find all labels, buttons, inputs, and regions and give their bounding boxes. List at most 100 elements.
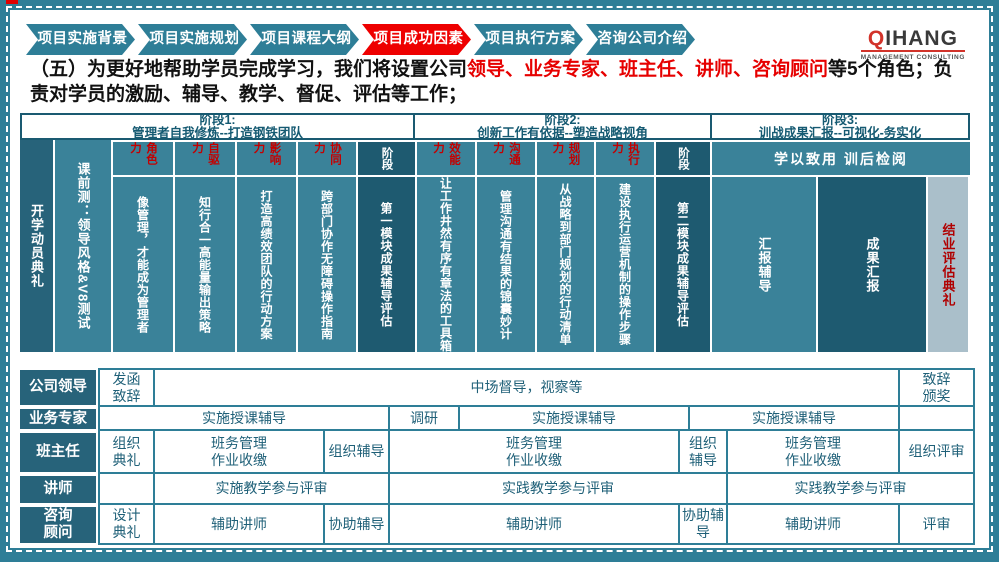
- corner-red-accent: [6, 0, 18, 4]
- skill-column-description: 让工作井然有序有章法的工具箱: [438, 177, 453, 352]
- nav-tab-project-background[interactable]: 项目实施背景: [26, 24, 135, 55]
- logo-letter-q: Q: [867, 27, 886, 50]
- skill-column-description: 从战略到部门规划的行动清单: [558, 183, 572, 346]
- schedule-cell: 实践教学参与评审: [388, 472, 728, 505]
- skill-column-body: 跨部门协作无障碍操作指南: [298, 177, 356, 352]
- nav-tab-success-factors-active[interactable]: 项目成功因素: [362, 24, 471, 55]
- stage-header-line2: 管理者自我修炼--打造钢铁团队: [132, 125, 303, 140]
- schedule-cell: 协助辅导: [323, 503, 390, 545]
- schedule-cell: [98, 472, 155, 505]
- schedule-cell: [898, 405, 975, 431]
- schedule-cell: 致辞 颁奖: [898, 368, 975, 407]
- skill-column-body: 从战略到部门规划的行动清单: [537, 177, 594, 352]
- skill-column-header: 效能力: [417, 142, 475, 175]
- stage3-column: 汇报辅导: [712, 177, 816, 352]
- bottom-teal-band: [0, 550, 999, 562]
- skill-column-title: 沟通力: [492, 142, 520, 165]
- intro-paragraph: （五）为更好地帮助学员完成学习，我们将设置公司领导、业务专家、班主任、讲师、咨询…: [30, 57, 970, 107]
- skill-column-header: 沟通力: [477, 142, 535, 175]
- roles-schedule-table: 公司领导 发函 致辞 中场督导，视察等 致辞 颁奖 业务专家 实施授课辅导 调研 实施授课辅导…: [20, 368, 977, 547]
- stage-header-line2: 创新工作有依据--塑造战略视角: [477, 125, 648, 140]
- schedule-cell: 组织 典礼: [98, 429, 155, 474]
- stage-review-column-body: 第二模块成果辅导评估: [656, 177, 710, 352]
- skill-column-description: 跨部门协作无障碍操作指南: [319, 189, 334, 340]
- stage-header-line1: 阶段2:: [544, 112, 581, 127]
- schedule-cell: 班务管理 作业收缴: [153, 429, 325, 474]
- program-stages-table: 阶段1: 管理者自我修炼--打造钢铁团队 阶段2: 创新工作有依据--塑造战略视角 阶段…: [20, 113, 975, 352]
- side-column-label: 课前测：领导风格&V8测试: [75, 161, 91, 331]
- schedule-cell: 发函 致辞: [98, 368, 155, 407]
- skill-column-body: 像管理，才能成为管理者: [113, 177, 173, 352]
- schedule-cell: 调研: [388, 405, 460, 431]
- stage-header-line1: 阶段1:: [199, 112, 236, 127]
- stage-header-line1: 阶段3:: [821, 112, 859, 127]
- stage-review-column-header: 阶段: [358, 142, 415, 175]
- nav-tab-company-intro[interactable]: 咨询公司介绍: [586, 24, 695, 55]
- skill-column-body: 让工作井然有序有章法的工具箱: [417, 177, 475, 352]
- stage-header: 阶段1: 管理者自我修炼--打造钢铁团队: [20, 113, 415, 140]
- skill-column-header: 自驱力: [175, 142, 235, 175]
- stage3-column: 结业评估典礼: [928, 177, 968, 352]
- skill-column-description: 管理沟通有结果的锦囊妙计: [498, 189, 513, 340]
- stage-review-column-header: 阶段: [656, 142, 710, 175]
- skill-column-header: 角色力: [113, 142, 173, 175]
- logo-wordmark: QIHANG: [861, 28, 965, 49]
- schedule-cell: 实践教学参与评审: [726, 472, 975, 505]
- company-logo: QIHANG MANAGEMENT CONSULTING: [860, 28, 965, 61]
- schedule-cell: 组织 辅导: [678, 429, 728, 474]
- logo-subtitle: MANAGEMENT CONSULTING: [860, 54, 965, 61]
- intro-suffix: 等5个角色；负责对学员的激励、辅导、教学、督促、评估等工作；: [30, 59, 953, 105]
- schedule-cell: 评审: [898, 503, 975, 545]
- skill-column-header: 规划力: [537, 142, 594, 175]
- schedule-cell: 班务管理 作业收缴: [388, 429, 680, 474]
- nav-tab-course-outline[interactable]: 项目课程大纲: [250, 24, 359, 55]
- top-navigation: 项目实施背景 项目实施规划 项目课程大纲 项目成功因素 项目执行方案 咨询公司介…: [26, 24, 695, 55]
- skill-column-body: 管理沟通有结果的锦囊妙计: [477, 177, 535, 352]
- role-label: 业务专家: [20, 409, 96, 429]
- intro-prefix: （五）为更好地帮助学员完成学习，我们将设置公司: [30, 59, 468, 80]
- schedule-cell: 组织辅导: [323, 429, 390, 474]
- skill-column-description: 像管理，才能成为管理者: [135, 195, 150, 334]
- skill-column-title: 协同力: [313, 142, 341, 165]
- schedule-cell: 实施授课辅导: [458, 405, 690, 431]
- stage3-column: 成果汇报: [818, 177, 926, 352]
- schedule-cell: 辅助讲师: [726, 503, 900, 545]
- skill-column-body: 打造高绩效团队的行动方案: [237, 177, 296, 352]
- schedule-cell: 实施教学参与评审: [153, 472, 390, 505]
- skill-column-title: 自驱力: [191, 142, 219, 165]
- stage3-banner: 学以致用 训后检阅: [712, 142, 970, 175]
- side-column: 课前测：领导风格&V8测试: [55, 140, 111, 352]
- role-label: 咨询 顾问: [20, 507, 96, 543]
- stage3-column-label: 汇报辅导: [756, 236, 772, 293]
- stage3-column-label: 成果汇报: [864, 236, 880, 293]
- skill-column-title: 执行力: [611, 142, 639, 165]
- stage-header-line2: 训战成果汇报--可视化-务实化: [758, 125, 922, 140]
- logo-letters-rest: IHANG: [885, 27, 958, 50]
- schedule-cell: 班务管理 作业收缴: [726, 429, 900, 474]
- nav-tab-project-planning[interactable]: 项目实施规划: [138, 24, 247, 55]
- skill-column-title: 角色力: [129, 142, 157, 165]
- nav-tab-execution-plan[interactable]: 项目执行方案: [474, 24, 583, 55]
- schedule-cell: 中场督导，视察等: [153, 368, 900, 407]
- schedule-cell: 实施授课辅导: [688, 405, 900, 431]
- stage-review-column-body: 第一模块成果辅导评估: [358, 177, 415, 352]
- skill-column-description: 建设执行运营机制的操作步骤: [617, 183, 632, 346]
- skill-column-title: 规划力: [551, 142, 580, 165]
- side-column-label: 开学动员典礼: [29, 204, 44, 288]
- stage-header: 阶段2: 创新工作有依据--塑造战略视角: [413, 113, 712, 140]
- intro-roles-highlight: 领导、业务专家、班主任、讲师、咨询顾问: [467, 59, 829, 80]
- stage-header: 阶段3: 训战成果汇报--可视化-务实化: [710, 113, 970, 140]
- skill-column-body: 知行合一高能量输出策略: [175, 177, 235, 352]
- skill-column-description: 打造高绩效团队的行动方案: [259, 189, 273, 340]
- schedule-cell: 实施授课辅导: [98, 405, 390, 431]
- skill-column-description: 第二模块成果辅导评估: [675, 202, 690, 327]
- role-label: 公司领导: [20, 370, 96, 405]
- skill-column-title: 影响力: [252, 142, 281, 165]
- skill-column-title: 阶段: [677, 147, 689, 170]
- role-label: 班主任: [20, 433, 96, 472]
- skill-column-header: 执行力: [596, 142, 654, 175]
- skill-column-header: 协同力: [298, 142, 356, 175]
- schedule-cell: 协助辅 导: [678, 503, 728, 545]
- side-column: 开学动员典礼: [20, 140, 53, 352]
- skill-column-description: 知行合一高能量输出策略: [197, 195, 212, 334]
